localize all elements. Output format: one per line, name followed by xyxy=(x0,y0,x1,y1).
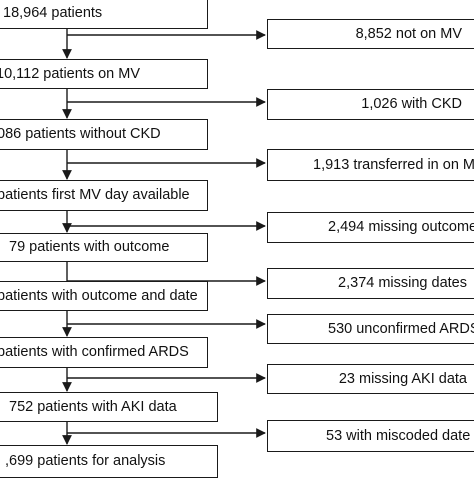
main-box-2: 10,112 patients on MV xyxy=(0,59,208,89)
main-box-7-text: patients with confirmed ARDS xyxy=(0,344,189,361)
exclusion-box-3-text: 1,913 transferred in on M xyxy=(313,156,474,173)
main-box-3-text: 086 patients without CKD xyxy=(0,126,161,143)
exclusion-box-1-text: 8,852 not on MV xyxy=(355,25,462,42)
main-box-1-text: 18,964 patients xyxy=(3,4,103,21)
main-box-9-text: ,699 patients for analysis xyxy=(5,453,166,470)
exclusion-box-2: 1,026 with CKD xyxy=(267,89,474,120)
main-box-6: patients with outcome and date xyxy=(0,281,208,311)
exclusion-box-6-text: 530 unconfirmed ARDS xyxy=(328,320,474,337)
main-box-5-text: 79 patients with outcome xyxy=(9,239,170,256)
exclusion-box-6: 530 unconfirmed ARDS xyxy=(267,314,474,344)
exclusion-box-5-text: 2,374 missing dates xyxy=(338,275,467,292)
exclusion-box-8-text: 53 with miscoded date xyxy=(326,427,471,444)
main-box-6-text: patients with outcome and date xyxy=(0,287,198,304)
exclusion-box-7: 23 missing AKI data xyxy=(267,364,474,394)
main-box-8-text: 752 patients with AKI data xyxy=(9,398,177,415)
exclusion-box-5: 2,374 missing dates xyxy=(267,268,474,299)
main-box-2-text: 10,112 patients on MV xyxy=(0,65,141,82)
exclusion-box-3: 1,913 transferred in on M xyxy=(267,149,474,181)
exclusion-box-8: 53 with miscoded date xyxy=(267,420,474,452)
main-box-3: 086 patients without CKD xyxy=(0,119,208,150)
exclusion-box-7-text: 23 missing AKI data xyxy=(338,370,467,387)
main-box-9: ,699 patients for analysis xyxy=(0,445,218,478)
main-box-4-text: patients first MV day available xyxy=(0,187,190,204)
main-box-1: 18,964 patients xyxy=(0,0,208,29)
main-box-7: patients with confirmed ARDS xyxy=(0,337,208,368)
exclusion-box-4-text: 2,494 missing outcome xyxy=(328,219,474,236)
main-box-4: patients first MV day available xyxy=(0,180,208,211)
exclusion-box-4: 2,494 missing outcome xyxy=(267,212,474,243)
main-box-5: 79 patients with outcome xyxy=(0,233,208,262)
exclusion-box-2-text: 1,026 with CKD xyxy=(361,96,462,113)
exclusion-box-1: 8,852 not on MV xyxy=(267,19,474,49)
main-box-8: 752 patients with AKI data xyxy=(0,392,218,422)
